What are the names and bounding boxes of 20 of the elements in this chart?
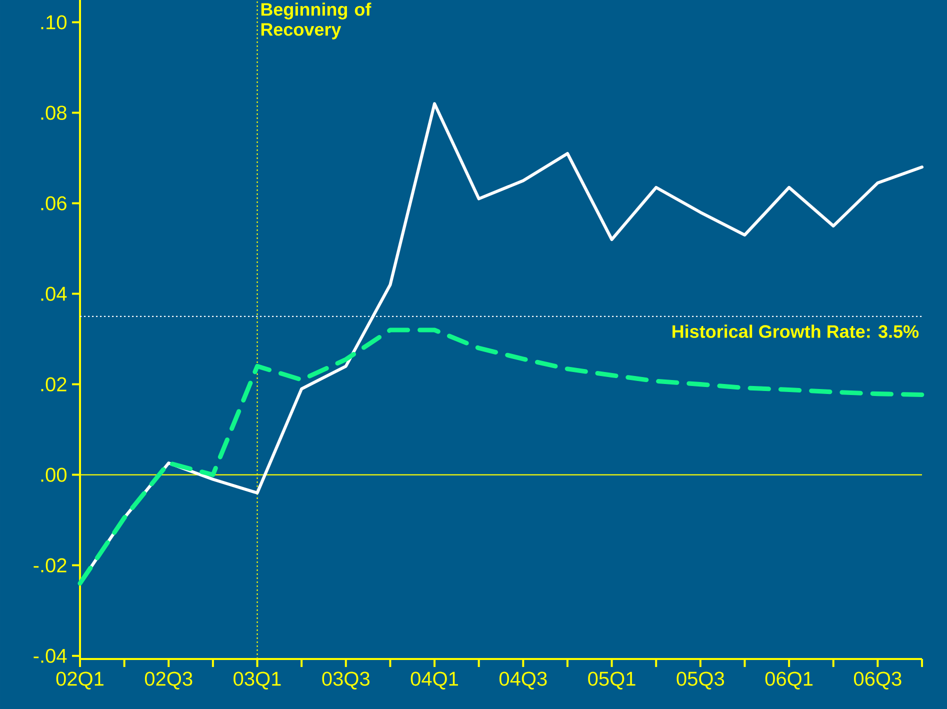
- y-tick-label: .10: [41, 15, 66, 30]
- y-tick-label: -.02: [34, 558, 66, 572]
- x-tick-label: 05Q3: [676, 672, 724, 690]
- x-tick-label: 04Q3: [499, 672, 547, 690]
- ref-line-label: Historical Growth Rate: 3.5%: [672, 324, 919, 338]
- y-tick-label: .08: [41, 106, 66, 120]
- x-tick-label: 04Q1: [410, 672, 458, 690]
- y-tick-label: .06: [41, 196, 66, 210]
- y-tick-label: .04: [41, 286, 67, 301]
- x-tick-label: 03Q1: [234, 672, 281, 690]
- x-tick-label: 05Q1: [588, 672, 636, 690]
- x-tick-label: 06Q3: [854, 672, 902, 690]
- x-tick-label: 06Q1: [765, 672, 813, 690]
- x-tick-label: 02Q1: [56, 672, 104, 690]
- x-tick-label: 02Q3: [144, 672, 192, 690]
- y-tick-label: .00: [41, 468, 66, 482]
- ref-line-label: Beginning of Recovery: [261, 2, 372, 40]
- x-tick-label: 03Q3: [322, 672, 370, 690]
- y-tick-label: -.04: [34, 648, 67, 663]
- y-tick-label: .02: [41, 377, 66, 392]
